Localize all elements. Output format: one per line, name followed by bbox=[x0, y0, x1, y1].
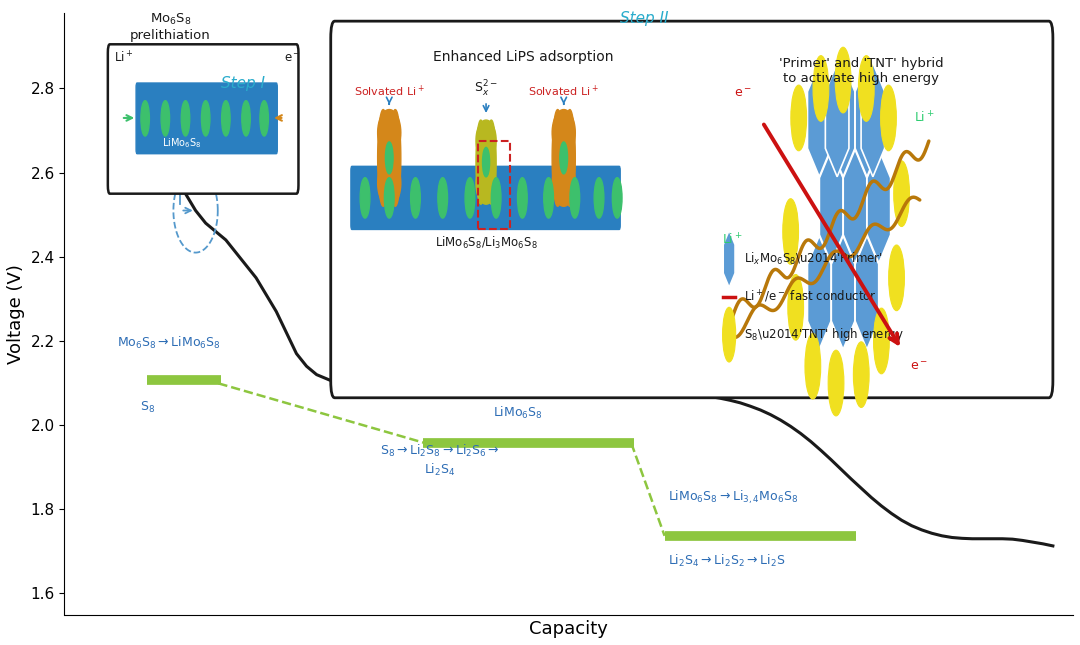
Circle shape bbox=[260, 101, 269, 136]
Polygon shape bbox=[552, 110, 576, 156]
Circle shape bbox=[559, 142, 568, 174]
Text: S$_8$\u2014'TNT' high energy: S$_8$\u2014'TNT' high energy bbox=[744, 326, 904, 343]
Circle shape bbox=[465, 177, 475, 218]
Text: LiMo$_6$S$_8$: LiMo$_6$S$_8$ bbox=[494, 404, 543, 421]
Polygon shape bbox=[820, 150, 843, 263]
Circle shape bbox=[410, 177, 420, 218]
Circle shape bbox=[361, 177, 369, 218]
Polygon shape bbox=[390, 110, 401, 206]
Polygon shape bbox=[861, 63, 885, 177]
Circle shape bbox=[517, 177, 527, 218]
FancyBboxPatch shape bbox=[136, 83, 278, 154]
Polygon shape bbox=[825, 63, 849, 177]
Polygon shape bbox=[808, 236, 832, 350]
Circle shape bbox=[874, 308, 889, 374]
Circle shape bbox=[543, 177, 553, 218]
Polygon shape bbox=[552, 160, 576, 206]
Circle shape bbox=[384, 177, 394, 218]
Circle shape bbox=[242, 101, 251, 136]
Polygon shape bbox=[724, 230, 735, 288]
Text: S$_x^{2-}$: S$_x^{2-}$ bbox=[474, 79, 498, 99]
Circle shape bbox=[787, 275, 804, 340]
Polygon shape bbox=[867, 150, 891, 263]
Text: S$_8$: S$_8$ bbox=[140, 399, 156, 415]
Circle shape bbox=[483, 148, 489, 177]
Circle shape bbox=[437, 177, 447, 218]
Polygon shape bbox=[378, 110, 389, 206]
Circle shape bbox=[783, 199, 798, 264]
Circle shape bbox=[181, 101, 190, 136]
Text: Li$^+$: Li$^+$ bbox=[914, 110, 934, 125]
Polygon shape bbox=[476, 164, 496, 204]
Text: e$^-$: e$^-$ bbox=[734, 87, 752, 100]
Circle shape bbox=[140, 101, 149, 136]
Circle shape bbox=[594, 177, 604, 218]
Polygon shape bbox=[378, 160, 401, 206]
Circle shape bbox=[221, 101, 230, 136]
Polygon shape bbox=[564, 110, 576, 206]
Text: e$^-$: e$^-$ bbox=[909, 361, 928, 373]
Text: Li$_2$S$_4$$\rightarrow$Li$_2$S$_2$$\rightarrow$Li$_2$S: Li$_2$S$_4$$\rightarrow$Li$_2$S$_2$$\rig… bbox=[667, 553, 785, 569]
Circle shape bbox=[570, 177, 580, 218]
Circle shape bbox=[835, 47, 851, 113]
Text: Mo$_6$S$_8$
prelithiation: Mo$_6$S$_8$ prelithiation bbox=[130, 12, 211, 42]
Polygon shape bbox=[855, 63, 879, 177]
Text: e$^-$: e$^-$ bbox=[284, 52, 301, 65]
Polygon shape bbox=[486, 120, 496, 204]
Text: LiMo$_6$S$_8$: LiMo$_6$S$_8$ bbox=[162, 137, 201, 150]
X-axis label: Capacity: Capacity bbox=[529, 620, 608, 638]
Circle shape bbox=[491, 177, 501, 218]
Text: 'Primer' and 'TNT' hybrid
to activate high energy: 'Primer' and 'TNT' hybrid to activate hi… bbox=[779, 57, 944, 85]
Polygon shape bbox=[476, 120, 486, 204]
Circle shape bbox=[386, 142, 393, 174]
Text: Step II: Step II bbox=[620, 11, 669, 26]
Polygon shape bbox=[476, 120, 496, 161]
Text: Li$^+$/e$^-$ fast conductor: Li$^+$/e$^-$ fast conductor bbox=[744, 288, 877, 305]
Circle shape bbox=[202, 101, 210, 136]
Text: LiMo$_6$S$_8$/Li$_3$Mo$_6$S$_8$: LiMo$_6$S$_8$/Li$_3$Mo$_6$S$_8$ bbox=[434, 235, 538, 251]
Y-axis label: Voltage (V): Voltage (V) bbox=[6, 264, 25, 364]
FancyBboxPatch shape bbox=[351, 166, 620, 230]
Circle shape bbox=[880, 85, 896, 151]
Circle shape bbox=[791, 85, 807, 151]
Circle shape bbox=[805, 333, 821, 399]
Text: Mo$_6$S$_8$$\rightarrow$LiMo$_6$S$_8$: Mo$_6$S$_8$$\rightarrow$LiMo$_6$S$_8$ bbox=[117, 335, 220, 352]
Circle shape bbox=[612, 177, 622, 218]
Text: Li$^+$: Li$^+$ bbox=[723, 232, 743, 247]
Bar bbox=[478, 141, 510, 230]
Polygon shape bbox=[832, 236, 855, 350]
Polygon shape bbox=[832, 63, 855, 177]
Circle shape bbox=[723, 307, 735, 362]
Text: Enhanced LiPS adsorption: Enhanced LiPS adsorption bbox=[433, 50, 613, 64]
Circle shape bbox=[889, 245, 904, 311]
Text: Solvated Li$^+$: Solvated Li$^+$ bbox=[354, 84, 424, 99]
Polygon shape bbox=[843, 150, 867, 263]
FancyBboxPatch shape bbox=[330, 21, 1053, 398]
Text: S$_8$$\rightarrow$Li$_2$S$_8$$\rightarrow$Li$_2$S$_6$$\rightarrow$
Li$_2$S$_4$: S$_8$$\rightarrow$Li$_2$S$_8$$\rightarro… bbox=[380, 443, 500, 478]
Text: Solvated Li$^+$: Solvated Li$^+$ bbox=[528, 84, 599, 99]
Polygon shape bbox=[808, 63, 832, 177]
Circle shape bbox=[853, 342, 869, 408]
Circle shape bbox=[859, 55, 874, 121]
Text: Step I: Step I bbox=[220, 77, 265, 92]
Circle shape bbox=[894, 161, 909, 226]
Circle shape bbox=[161, 101, 170, 136]
Polygon shape bbox=[855, 236, 879, 350]
FancyBboxPatch shape bbox=[108, 45, 298, 193]
Circle shape bbox=[828, 350, 843, 416]
Text: Li$_x$Mo$_6$S$_8$\u2014'Primer': Li$_x$Mo$_6$S$_8$\u2014'Primer' bbox=[744, 251, 883, 267]
Text: LiMo$_6$S$_8$$\rightarrow$Li$_{3,4}$Mo$_6$S$_8$: LiMo$_6$S$_8$$\rightarrow$Li$_{3,4}$Mo$_… bbox=[667, 488, 798, 506]
Text: Li$^+$: Li$^+$ bbox=[113, 50, 134, 65]
Polygon shape bbox=[552, 110, 564, 206]
Circle shape bbox=[813, 55, 828, 121]
Polygon shape bbox=[378, 110, 401, 156]
